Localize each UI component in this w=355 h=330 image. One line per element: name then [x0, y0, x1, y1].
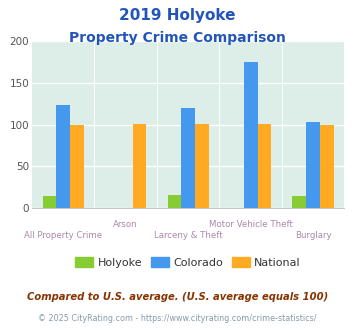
Bar	[168, 195, 181, 208]
Bar	[244, 62, 257, 208]
Text: 2019 Holyoke: 2019 Holyoke	[119, 8, 236, 23]
Bar	[306, 122, 320, 208]
Bar	[56, 105, 70, 208]
Text: Larceny & Theft: Larceny & Theft	[154, 231, 223, 240]
Text: © 2025 CityRating.com - https://www.cityrating.com/crime-statistics/: © 2025 CityRating.com - https://www.city…	[38, 314, 317, 323]
Text: Property Crime Comparison: Property Crime Comparison	[69, 31, 286, 45]
Bar	[43, 196, 56, 208]
Text: All Property Crime: All Property Crime	[24, 231, 102, 240]
Legend: Holyoke, Colorado, National: Holyoke, Colorado, National	[71, 253, 305, 272]
Bar	[195, 124, 209, 208]
Bar	[181, 108, 195, 208]
Text: Burglary: Burglary	[295, 231, 332, 240]
Text: Compared to U.S. average. (U.S. average equals 100): Compared to U.S. average. (U.S. average …	[27, 292, 328, 302]
Bar	[320, 124, 334, 208]
Text: Motor Vehicle Theft: Motor Vehicle Theft	[209, 219, 293, 229]
Bar	[70, 124, 84, 208]
Bar	[257, 124, 271, 208]
Text: Arson: Arson	[113, 219, 138, 229]
Bar	[293, 196, 306, 208]
Bar	[132, 124, 146, 208]
